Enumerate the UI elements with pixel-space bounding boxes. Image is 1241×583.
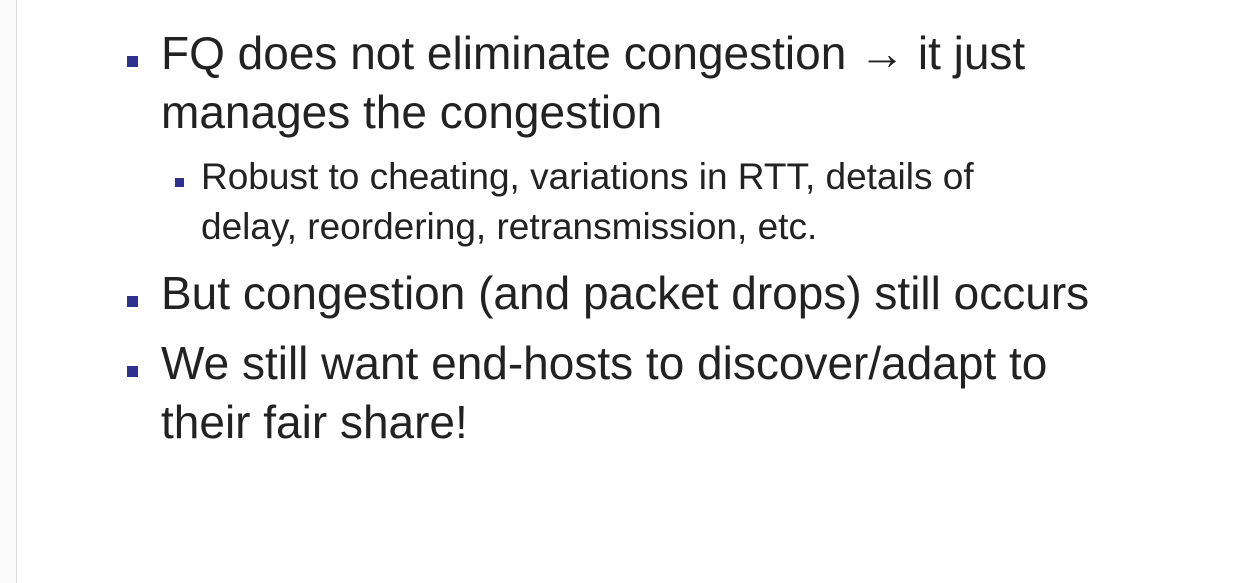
bullet-marker	[127, 296, 138, 307]
sub-bullet-1-line-1: Robust to cheating, variations in RTT, d…	[201, 156, 974, 197]
slide-left-edge	[0, 0, 17, 583]
bullet-1-line-1: FQ does not eliminate congestion → it ju…	[161, 27, 1026, 79]
sub-bullet-marker	[175, 178, 184, 187]
bullet-2-line-1: But congestion (and packet drops) still …	[161, 267, 1090, 319]
bullet-marker	[127, 366, 138, 377]
sub-bullet-1-line-2: delay, reordering, retransmission, etc.	[201, 206, 818, 247]
bullet-3-line-2: their fair share!	[161, 396, 468, 448]
bullet-3-line-1: We still want end-hosts to discover/adap…	[161, 337, 1048, 389]
bullet-1-line-2: manages the congestion	[161, 86, 663, 138]
bullet-marker	[127, 56, 138, 67]
